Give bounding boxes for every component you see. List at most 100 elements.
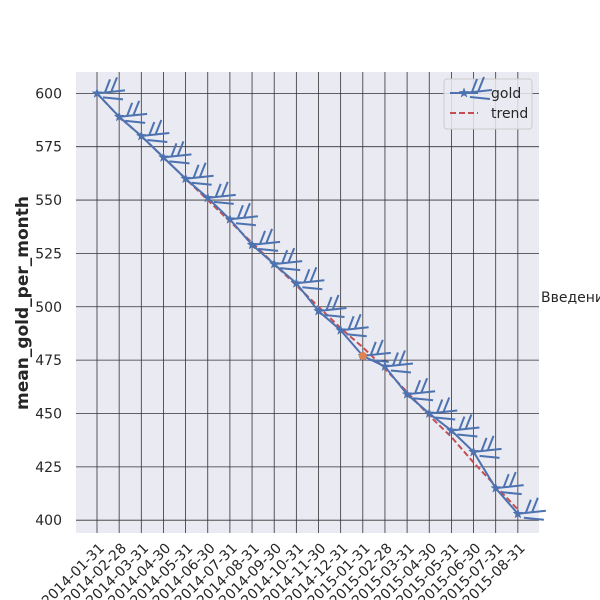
marker-barb (435, 416, 456, 421)
y-axis-label: mean_gold_per_month (13, 196, 33, 410)
marker-barb (110, 76, 118, 93)
marker-barb (523, 516, 544, 521)
marker-barb (464, 414, 473, 430)
marker-barb (235, 222, 256, 227)
marker-star (423, 407, 435, 419)
marker-star (157, 151, 169, 163)
y-tick-label: 425 (35, 460, 62, 476)
marker-barb (524, 499, 532, 514)
marker-barb (126, 102, 134, 117)
marker-barb (198, 162, 207, 179)
marker-barb (236, 204, 244, 219)
marker-barb (303, 268, 311, 283)
y-tick-label: 475 (35, 353, 62, 369)
gold-point (445, 414, 480, 438)
marker-star (180, 172, 192, 184)
gold-point (202, 181, 236, 205)
legend: gold trend (443, 76, 533, 130)
legend-label-trend: trend (491, 106, 528, 122)
x-axis: 2014-01-312014-02-282014-03-312014-04-30… (39, 541, 529, 600)
y-tick-label: 600 (35, 86, 62, 102)
marker-star (490, 482, 502, 493)
marker-star (135, 130, 147, 141)
marker-barb (442, 397, 451, 413)
marker-star (202, 192, 214, 203)
marker-barb (169, 160, 190, 165)
y-tick-label: 500 (35, 300, 62, 316)
marker-barb (413, 397, 434, 402)
marker-barb (471, 78, 478, 93)
marker-barb (368, 358, 389, 363)
marker-star (468, 446, 480, 457)
marker-barb (477, 76, 485, 93)
marker-barb (486, 435, 495, 452)
marker-barb (501, 491, 522, 496)
legend-marker-gold (458, 76, 493, 100)
marker-barb (192, 164, 200, 179)
marker-barb (458, 416, 466, 430)
marker-barb (214, 183, 222, 198)
gold-point (313, 294, 347, 319)
marker-star (313, 305, 324, 316)
marker-barb (375, 339, 384, 356)
marker-star (290, 277, 302, 288)
gold-point (401, 377, 436, 402)
grid (76, 72, 539, 533)
marker-star (246, 239, 258, 250)
marker-barb (324, 314, 345, 319)
marker-barb (309, 266, 318, 283)
marker-barb (331, 294, 340, 311)
marker-star (335, 324, 347, 335)
marker-barb (347, 315, 355, 330)
marker-barb (132, 100, 141, 117)
gold-point (180, 162, 214, 186)
marker-barb (390, 369, 412, 374)
marker-barb (242, 202, 251, 219)
marker-barb (125, 119, 146, 124)
marker-star (91, 87, 103, 99)
gold-point (157, 140, 192, 165)
gold-point (246, 228, 281, 252)
marker-barb (420, 377, 429, 394)
marker-star (268, 258, 280, 269)
marker-barb (530, 497, 539, 514)
gold-point (423, 397, 458, 421)
gold-point (135, 119, 170, 144)
marker-barb (170, 143, 178, 157)
marker-barb (148, 121, 156, 136)
marker-barb (325, 296, 333, 311)
marker-barb (191, 181, 212, 186)
gold-point (379, 350, 414, 374)
series-layer (91, 76, 546, 521)
marker-barb (281, 249, 289, 264)
marker-barb (414, 379, 422, 394)
marker-barb (398, 350, 406, 366)
y-tick-label: 450 (35, 406, 62, 422)
legend-label-gold: gold (491, 86, 521, 102)
legend-star (458, 76, 493, 100)
marker-barb (220, 181, 229, 198)
marker-star (113, 111, 125, 122)
marker-barb (479, 454, 500, 459)
marker-barb (508, 471, 517, 488)
y-tick-label: 550 (35, 193, 62, 209)
gold-point (468, 435, 502, 459)
marker-star (512, 508, 524, 519)
gold-point (290, 266, 325, 291)
marker-barb (392, 352, 399, 366)
gold-point (224, 202, 259, 227)
marker-barb (265, 228, 273, 245)
marker-barb (353, 313, 362, 330)
marker-barb (287, 247, 296, 264)
gold-point (512, 497, 546, 521)
marker-star (224, 213, 236, 224)
marker-barb (280, 267, 301, 272)
marker-barb (176, 140, 185, 157)
gold-line (96, 92, 519, 515)
y-tick-label: 525 (35, 246, 62, 262)
highlight-point (358, 351, 367, 360)
marker-barb (502, 473, 510, 488)
marker-barb (213, 200, 234, 205)
marker-barb (257, 247, 279, 252)
gold-point (335, 313, 369, 338)
